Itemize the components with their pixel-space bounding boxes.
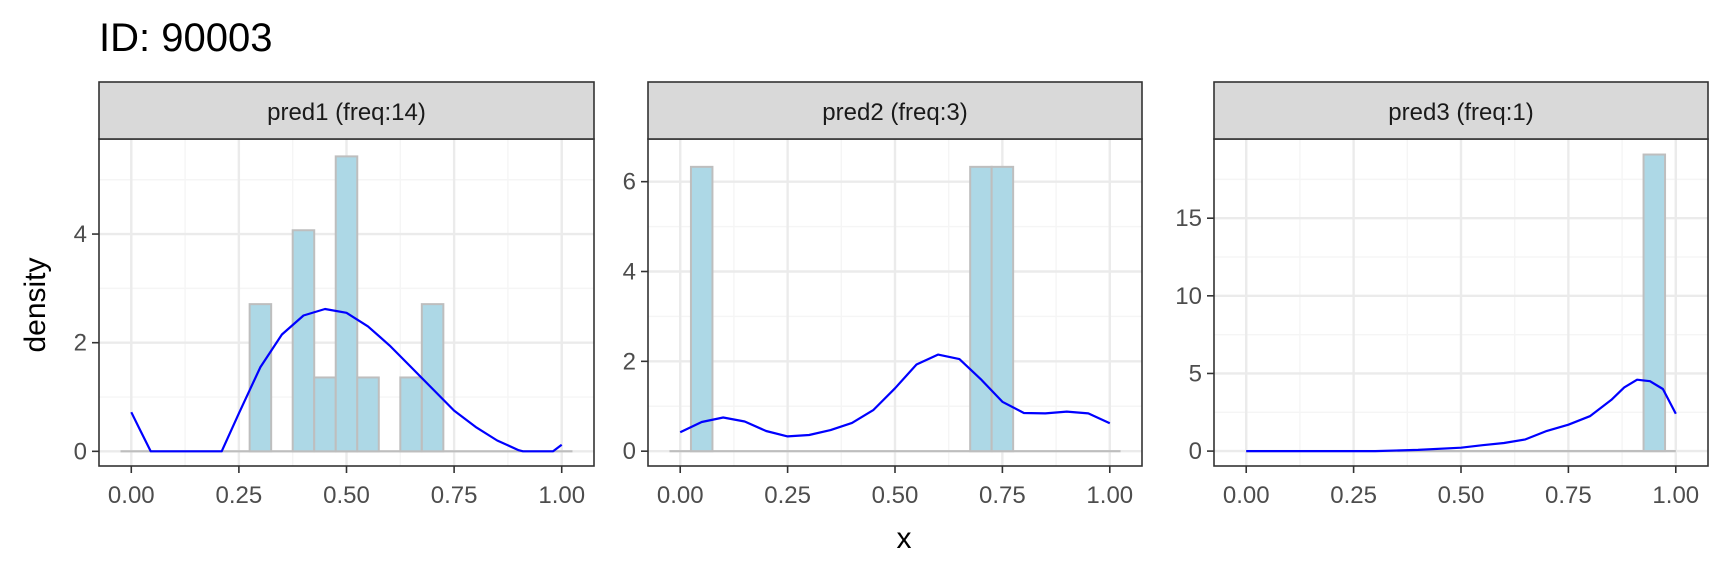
y-tick-label: 2	[74, 330, 87, 357]
y-tick-label: 2	[623, 348, 636, 375]
x-tick-label: 0.50	[323, 482, 370, 509]
y-tick-label: 4	[623, 259, 636, 286]
x-tick-label: 0.75	[431, 482, 478, 509]
histogram-bar	[990, 165, 1015, 453]
x-axis-title: x	[897, 522, 912, 555]
facet-strip	[1213, 81, 1709, 140]
facet-strip	[98, 81, 595, 140]
histogram-bar	[969, 165, 993, 453]
facet-panel-1: pred1 (freq:14) 0.00 0.25 0.50 0.75 1.00 0 2 4	[74, 81, 595, 509]
histogram-bar	[1642, 153, 1667, 453]
y-tick-label: 6	[623, 169, 636, 196]
plot-area	[99, 139, 594, 466]
x-tick-label: 0.25	[764, 482, 811, 509]
y-tick-label: 4	[74, 221, 87, 248]
x-tick-label: 0.25	[216, 482, 263, 509]
histogram-bar	[334, 155, 359, 453]
facet-panels: pred1 (freq:14)0.00 0.25 0.50 0.75 1.00024pr…	[74, 81, 1709, 509]
density-curve	[130, 307, 563, 453]
facet-strip-label: pred2 (freq:3)	[822, 99, 967, 126]
facet-strip-label: pred1 (freq:14)	[267, 99, 426, 126]
y-tick-label: 0	[1189, 438, 1202, 465]
x-tick-label: 0.00	[108, 482, 155, 509]
y-tick-label: 0	[623, 438, 636, 465]
x-tick-label: 0.50	[1438, 482, 1485, 509]
x-tick-label: 0.25	[1330, 482, 1377, 509]
x-tick-label: 0.00	[657, 482, 704, 509]
y-tick-label: 0	[74, 438, 87, 465]
histogram-bar	[356, 376, 380, 453]
histogram-bar	[399, 376, 423, 453]
histogram-bar	[420, 303, 445, 453]
facet-strip-label: pred3 (freq:1)	[1388, 99, 1533, 126]
facet-strip	[647, 81, 1143, 140]
x-tick-label: 0.75	[1545, 482, 1592, 509]
histogram-bar	[291, 229, 316, 453]
plot-area	[1214, 139, 1708, 466]
histogram-bar	[689, 165, 714, 453]
plot-area	[648, 139, 1142, 466]
histogram-bar	[248, 303, 273, 453]
y-axis-title: density	[19, 257, 52, 352]
y-tick-label: 15	[1175, 205, 1202, 232]
x-tick-label: 1.00	[1086, 482, 1133, 509]
x-tick-label: 1.00	[1652, 482, 1699, 509]
facet-panel-2: pred2 (freq:3) 0.00 0.25 0.50 0.75 1.00 0 2 4 6	[623, 81, 1143, 509]
facet-panel-3: pred3 (freq:1) 0.00 0.25 0.50 0.75 1.00 0 5 10 15	[1175, 81, 1709, 509]
x-tick-label: 1.00	[538, 482, 585, 509]
density-curve	[1246, 378, 1677, 453]
y-tick-label: 5	[1189, 360, 1202, 387]
histogram-bar	[313, 376, 337, 453]
chart-title: ID: 90003	[99, 16, 272, 60]
x-tick-label: 0.50	[872, 482, 919, 509]
x-tick-label: 0.00	[1223, 482, 1270, 509]
density-curve	[679, 353, 1111, 438]
y-tick-label: 10	[1175, 283, 1202, 310]
x-tick-label: 0.75	[979, 482, 1026, 509]
